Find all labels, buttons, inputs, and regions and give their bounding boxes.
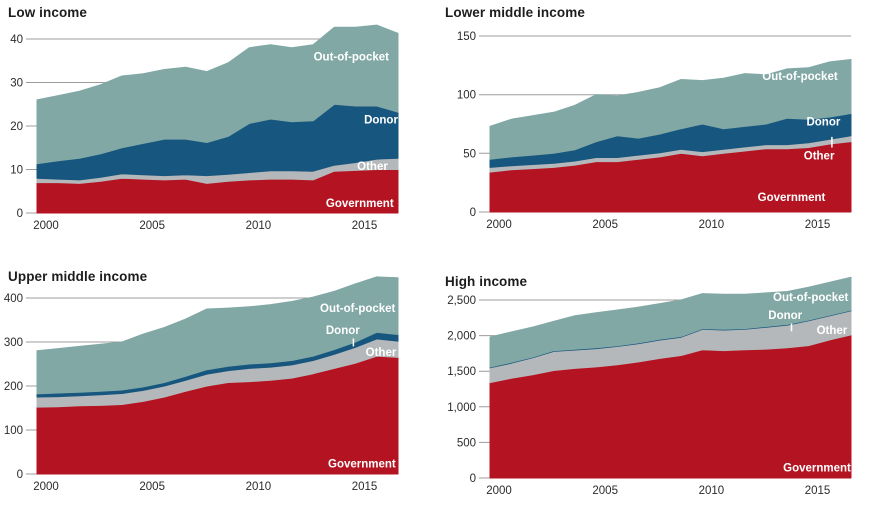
chart-low-income: Low income 0 10 20 30 40 2000 2005 2010 2015 Out-… — [0, 0, 435, 255]
chart-title: High income — [445, 274, 528, 289]
y-axis-label: 1,500 — [447, 366, 476, 378]
high-income-area-chart: 0 500 1,000 1,500 2,000 2,500 2000 2005 2010 2015… — [447, 276, 852, 497]
chart-title: Lower middle income — [445, 5, 585, 20]
y-axis-label: 20 — [10, 121, 23, 133]
upper-middle-income-area-chart: 0 100 200 300 400 2000 2005 2010 2015 Out-of-pock… — [4, 276, 399, 493]
y-axis-label: 0 — [470, 207, 476, 219]
area-out_of_pocket — [489, 59, 852, 160]
series-label-other: Other — [817, 325, 848, 337]
y-axis-label: 10 — [10, 165, 23, 177]
y-axis-label: 50 — [463, 148, 476, 160]
x-axis-label: 2015 — [352, 481, 378, 493]
y-axis-label: 40 — [10, 34, 23, 46]
y-axis-label: 0 — [17, 469, 23, 481]
series-label-other: Other — [366, 347, 397, 359]
series-label-out-of-pocket: Out-of-pocket — [320, 303, 396, 315]
series-label-government: Government — [783, 462, 851, 474]
area-out_of_pocket — [489, 276, 852, 368]
series-label-out-of-pocket: Out-of-pocket — [762, 71, 838, 83]
series-label-other: Other — [357, 161, 388, 173]
area-out_of_pocket — [36, 24, 399, 165]
x-axis-label: 2010 — [246, 220, 272, 232]
y-axis-label: 150 — [457, 31, 476, 43]
series-label-donor: Donor — [364, 115, 398, 127]
x-axis-label: 2005 — [592, 219, 618, 231]
y-axis-label: 0 — [17, 208, 23, 220]
x-axis-label: 2015 — [805, 219, 831, 231]
chart-high-income: High income 0 500 1,000 1,500 2,000 2,500 2000… — [435, 255, 870, 509]
x-axis-label: 2005 — [592, 485, 618, 497]
x-axis-label: 2000 — [486, 485, 512, 497]
y-axis-label: 2,000 — [447, 331, 476, 343]
x-axis-label: 2010 — [246, 481, 272, 493]
area-out_of_pocket — [36, 276, 399, 395]
series-label-donor: Donor — [806, 117, 840, 129]
series-label-government: Government — [328, 458, 396, 470]
x-axis-label: 2000 — [33, 481, 59, 493]
y-axis-label: 100 — [457, 90, 476, 102]
x-axis-label: 2000 — [33, 220, 59, 232]
y-axis-label: 300 — [4, 337, 23, 349]
chart-upper-middle-income: Upper middle income 0 100 200 300 400 2000 200… — [0, 255, 435, 509]
chart-title: Upper middle income — [8, 269, 148, 284]
chart-title: Low income — [8, 5, 88, 20]
y-axis-label: 0 — [470, 473, 476, 485]
lower-middle-income-area-chart: 0 50 100 150 2000 2005 2010 2015 Out-of-pocket Do… — [457, 31, 852, 231]
x-axis-label: 2010 — [699, 219, 725, 231]
series-label-government: Government — [758, 192, 826, 204]
y-axis-label: 1,000 — [447, 402, 476, 414]
series-label-out-of-pocket: Out-of-pocket — [314, 51, 390, 63]
y-axis-label: 400 — [4, 293, 23, 305]
x-axis-label: 2000 — [486, 219, 512, 231]
chart-lower-middle-income: Lower middle income 0 50 100 150 2000 2005 201… — [435, 0, 870, 255]
y-axis-label: 200 — [4, 381, 23, 393]
x-axis-label: 2005 — [139, 481, 165, 493]
x-axis-label: 2015 — [805, 485, 831, 497]
series-label-other: Other — [804, 151, 835, 163]
series-label-government: Government — [326, 198, 394, 210]
x-axis-label: 2010 — [699, 485, 725, 497]
y-axis-label: 30 — [10, 78, 23, 90]
series-label-donor: Donor — [326, 325, 360, 337]
x-axis-label: 2015 — [352, 220, 378, 232]
y-axis-label: 2,500 — [447, 295, 476, 307]
series-label-donor: Donor — [768, 310, 802, 322]
x-axis-label: 2005 — [139, 220, 165, 232]
y-axis-label: 500 — [457, 437, 476, 449]
series-label-out-of-pocket: Out-of-pocket — [773, 292, 849, 304]
y-axis-label: 100 — [4, 425, 23, 437]
low-income-area-chart: 0 10 20 30 40 2000 2005 2010 2015 Out-of-pocket Do… — [10, 24, 399, 232]
